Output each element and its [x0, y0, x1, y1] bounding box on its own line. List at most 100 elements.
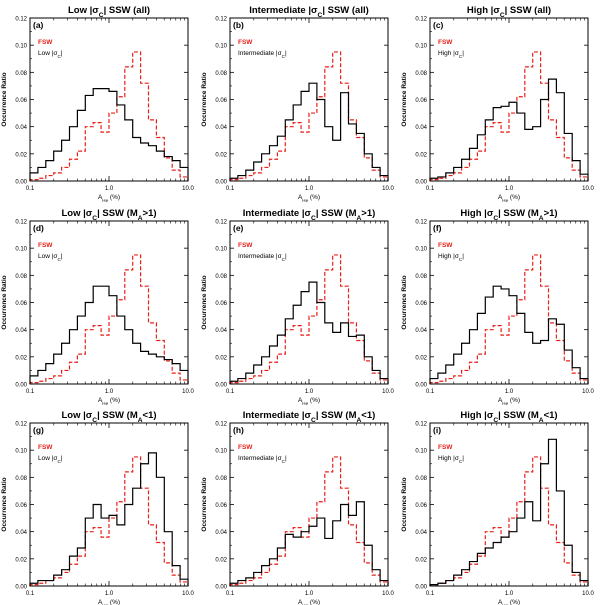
y-tick-label: 0.02 — [15, 557, 27, 563]
x-tick-label: 0.1 — [226, 389, 235, 395]
legend-entry-fsw: FSW — [38, 39, 53, 46]
y-tick-label: 0.12 — [15, 220, 27, 226]
x-tick-label: 0.1 — [226, 591, 235, 597]
y-axis-label: Occurrence Ratio — [201, 275, 208, 329]
x-axis-label: AHe (%) — [298, 194, 320, 203]
ssw-series-line — [229, 281, 389, 384]
panel-a: Low |σC| SSW (all) 0.00 0.02 0.04 0.06 0.08 0.… — [1, 5, 194, 203]
panel-label: (c) — [433, 20, 444, 30]
fsw-series-line — [29, 51, 189, 181]
y-tick-label: 0.02 — [15, 152, 27, 158]
y-tick-label: 0.06 — [215, 503, 227, 509]
legend-entry-fsw: FSW — [438, 242, 453, 249]
x-axis-label: AHe (%) — [98, 397, 120, 406]
y-tick-label: 0.04 — [415, 328, 427, 334]
panel-title: Intermediate |σC| SSW (MA>1) — [243, 208, 376, 222]
legend-entry-fsw: FSW — [438, 444, 453, 451]
y-tick-label: 0.02 — [415, 355, 427, 361]
y-tick-label: 0.00 — [15, 383, 27, 389]
panel-title: Intermediate |σC| SSW (all) — [249, 5, 369, 19]
x-tick-label: 0.1 — [26, 591, 35, 597]
panel-title: Intermediate |σC| SSW (MA<1) — [243, 410, 376, 424]
y-tick-label: 0.00 — [15, 585, 27, 591]
panel-title: Low |σC| SSW (MA<1) — [61, 410, 156, 424]
legend-entry-ssw: High |σC| — [438, 253, 464, 262]
y-axis-label: Occurrence Ratio — [201, 72, 208, 126]
y-tick-label: 0.08 — [15, 476, 27, 482]
fsw-series-line — [229, 254, 389, 384]
x-tick-label: 10.0 — [582, 389, 594, 395]
y-tick-label: 0.12 — [215, 17, 227, 23]
legend-entry-fsw: FSW — [38, 242, 53, 249]
x-tick-label: 10.0 — [182, 389, 194, 395]
y-tick-label: 0.04 — [215, 125, 227, 131]
y-tick-label: 0.06 — [215, 301, 227, 307]
panel-label: (e) — [233, 223, 244, 233]
y-tick-label: 0.04 — [15, 125, 27, 131]
y-tick-label: 0.04 — [215, 530, 227, 536]
y-tick-label: 0.12 — [415, 220, 427, 226]
y-tick-label: 0.00 — [415, 585, 427, 591]
x-tick-label: 1.0 — [505, 186, 514, 192]
y-axis-label: Occurrence Ratio — [401, 275, 408, 329]
ssw-series-line — [229, 501, 389, 586]
y-tick-label: 0.08 — [15, 274, 27, 280]
x-axis-label: AHe (%) — [98, 599, 120, 605]
y-tick-label: 0.04 — [15, 328, 27, 334]
x-tick-label: 0.1 — [26, 389, 35, 395]
y-tick-label: 0.12 — [215, 422, 227, 428]
legend-entry-fsw: FSW — [238, 444, 253, 451]
y-tick-label: 0.04 — [15, 530, 27, 536]
y-tick-label: 0.00 — [215, 180, 227, 186]
y-tick-label: 0.02 — [15, 355, 27, 361]
ssw-series-line — [29, 88, 189, 181]
y-tick-label: 0.06 — [415, 98, 427, 104]
x-tick-label: 0.1 — [226, 186, 235, 192]
ssw-series-line — [429, 285, 589, 384]
ssw-series-line — [29, 452, 189, 586]
x-tick-label: 1.0 — [305, 389, 314, 395]
y-axis-label: Occurrence Ratio — [201, 477, 208, 531]
y-tick-label: 0.02 — [415, 557, 427, 563]
x-tick-label: 10.0 — [582, 591, 594, 597]
y-tick-label: 0.04 — [415, 125, 427, 131]
ssw-series-line — [429, 438, 589, 586]
legend-entry-fsw: FSW — [38, 444, 53, 451]
y-tick-label: 0.00 — [215, 585, 227, 591]
legend-entry-fsw: FSW — [238, 242, 253, 249]
y-tick-label: 0.12 — [15, 422, 27, 428]
legend-entry-ssw: Intermediate |σC| — [238, 455, 287, 464]
legend-entry-ssw: Intermediate |σC| — [238, 50, 287, 59]
ssw-series-line — [429, 78, 589, 181]
y-tick-label: 0.08 — [15, 71, 27, 77]
y-tick-label: 0.02 — [415, 152, 427, 158]
ssw-series-line — [29, 285, 189, 384]
y-tick-label: 0.02 — [215, 152, 227, 158]
y-tick-label: 0.08 — [415, 71, 427, 77]
y-tick-label: 0.04 — [415, 530, 427, 536]
x-tick-label: 1.0 — [505, 389, 514, 395]
x-tick-label: 0.1 — [426, 186, 435, 192]
y-tick-label: 0.10 — [15, 247, 27, 253]
panel-label: (h) — [233, 425, 244, 435]
y-tick-label: 0.12 — [415, 422, 427, 428]
y-tick-label: 0.06 — [15, 301, 27, 307]
x-tick-label: 10.0 — [382, 186, 394, 192]
panel-title: Low |σC| SSW (MA>1) — [61, 208, 156, 222]
legend-entry-fsw: FSW — [238, 39, 253, 46]
x-tick-label: 1.0 — [305, 186, 314, 192]
y-tick-label: 0.12 — [215, 220, 227, 226]
panel-f: High |σC| SSW (MA>1) 0.00 0.02 0.04 0.06 0.08… — [401, 208, 594, 406]
panel-c: High |σC| SSW (all) 0.00 0.02 0.04 0.06 0.08 0… — [401, 5, 594, 203]
y-tick-label: 0.10 — [415, 449, 427, 455]
y-tick-label: 0.10 — [215, 247, 227, 253]
y-tick-label: 0.10 — [15, 44, 27, 50]
legend-entry-ssw: Low |σC| — [38, 50, 63, 59]
y-tick-label: 0.10 — [15, 449, 27, 455]
y-axis-label: Occurrence Ratio — [1, 477, 8, 531]
panel-g: Low |σC| SSW (MA<1) 0.00 0.02 0.04 0.06 0.08 0… — [1, 410, 194, 605]
x-tick-label: 0.1 — [26, 186, 35, 192]
y-tick-label: 0.06 — [415, 503, 427, 509]
legend-entry-ssw: Low |σC| — [38, 455, 63, 464]
y-tick-label: 0.06 — [215, 98, 227, 104]
